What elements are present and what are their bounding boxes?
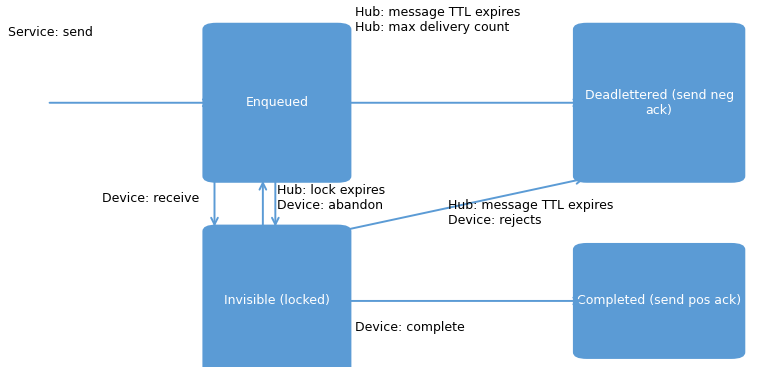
FancyBboxPatch shape [573,243,745,359]
Text: Service: send: Service: send [8,26,93,39]
Text: Hub: lock expires
Device: abandon: Hub: lock expires Device: abandon [277,184,385,212]
Text: Device: receive: Device: receive [101,192,199,205]
Text: Hub: message TTL expires
Device: rejects: Hub: message TTL expires Device: rejects [448,199,614,227]
Text: Device: complete: Device: complete [355,321,465,334]
FancyBboxPatch shape [573,23,745,183]
FancyBboxPatch shape [202,23,351,183]
Text: Invisible (locked): Invisible (locked) [224,294,330,308]
FancyBboxPatch shape [202,225,351,367]
Text: Completed (send pos ack): Completed (send pos ack) [577,294,741,308]
Text: Enqueued: Enqueued [246,96,308,109]
Text: Deadlettered (send neg
ack): Deadlettered (send neg ack) [584,89,734,117]
Text: Hub: message TTL expires
Hub: max delivery count: Hub: message TTL expires Hub: max delive… [355,6,520,33]
